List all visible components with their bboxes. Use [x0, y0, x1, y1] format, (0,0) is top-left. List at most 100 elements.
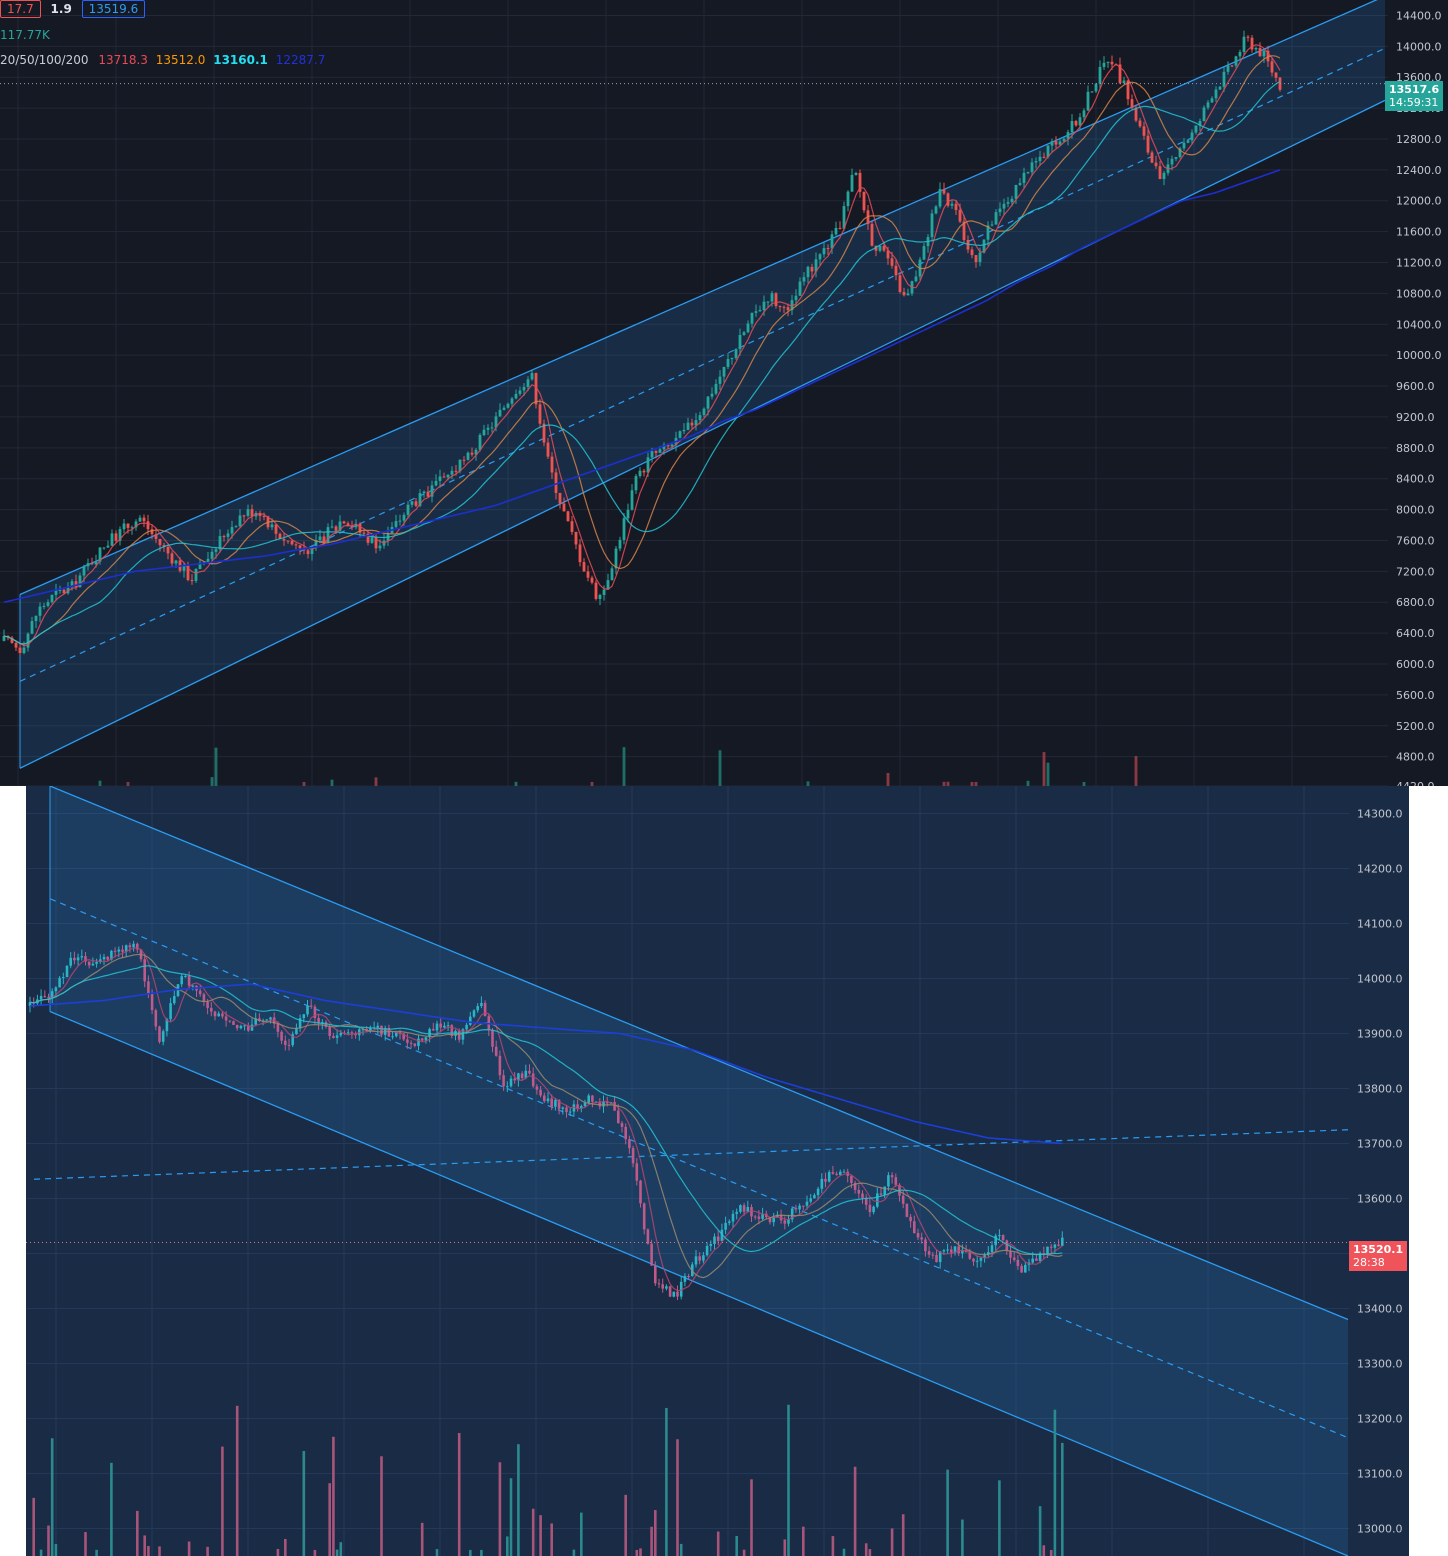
candle-body	[726, 359, 730, 367]
candle-body	[822, 248, 826, 255]
candle-body	[213, 1011, 217, 1017]
candle-body	[1226, 65, 1230, 72]
volume-bar	[1042, 752, 1046, 786]
y-tick-label: 14200.0	[1357, 863, 1403, 876]
candle-body	[132, 943, 135, 948]
candle-body	[562, 503, 566, 512]
candle-body	[510, 398, 514, 404]
candle-body	[198, 990, 202, 995]
bar-countdown: 14:59:31	[1389, 96, 1439, 109]
candle-body	[824, 1178, 827, 1182]
top-chart-canvas[interactable]: 14400.014000.013600.013200.012800.012400…	[0, 0, 1448, 786]
ma-legend-label: 20/50/100/200	[0, 53, 89, 67]
top-chart-panel[interactable]: 14400.014000.013600.013200.012800.012400…	[0, 0, 1448, 786]
volume-bar	[742, 1549, 746, 1556]
candle-body	[654, 451, 658, 453]
bottom-chart-panel[interactable]: 14300.0 14200.0 14100.0 14000.0 13900.0 13800…	[26, 786, 1409, 1556]
candle-body	[1242, 36, 1246, 52]
candle-body	[842, 1171, 846, 1173]
candle-body	[10, 637, 14, 643]
candle-body	[862, 191, 866, 211]
candle-body	[478, 435, 482, 450]
candle-body	[328, 1026, 331, 1036]
candle-body	[118, 529, 122, 541]
candle-body	[1012, 1257, 1016, 1260]
candle-body	[469, 1016, 472, 1025]
candle-body	[790, 300, 794, 311]
candle-body	[294, 544, 298, 546]
candle-body	[1194, 125, 1198, 133]
candle-body	[774, 293, 778, 307]
candle-body	[334, 526, 338, 531]
volume-bar	[47, 1525, 50, 1556]
candle-body	[90, 563, 94, 565]
candle-body	[1150, 152, 1154, 163]
candle-body	[979, 1257, 983, 1261]
candle-body	[314, 540, 318, 547]
candle-body	[309, 1005, 313, 1007]
candle-body	[435, 1023, 439, 1031]
candle-body	[758, 310, 762, 312]
candle-body	[442, 476, 446, 478]
candle-body	[1058, 141, 1062, 145]
candle-body	[1158, 166, 1162, 180]
volume-bar	[143, 1535, 146, 1556]
candle-body	[806, 266, 810, 278]
candle-body	[46, 602, 50, 606]
candle-body	[1130, 99, 1134, 108]
candle-body	[138, 517, 142, 522]
candle-body	[222, 536, 226, 538]
candle-body	[1210, 98, 1214, 103]
candle-body	[518, 390, 522, 394]
candle-body	[805, 1201, 809, 1206]
candle-body	[1014, 185, 1018, 199]
candle-body	[410, 501, 414, 505]
candle-body	[642, 470, 646, 473]
candle-body	[161, 1031, 165, 1042]
candle-body	[47, 996, 50, 999]
candle-body	[28, 1002, 32, 1006]
candle-body	[1098, 66, 1102, 84]
candle-body	[702, 408, 706, 416]
candle-body	[110, 533, 114, 546]
candle-body	[66, 586, 70, 594]
bottom-chart-canvas[interactable]: 14300.0 14200.0 14100.0 14000.0 13900.0 13800…	[26, 786, 1409, 1556]
volume-bar	[126, 781, 130, 786]
candle-body	[762, 301, 766, 311]
candle-body	[1026, 172, 1030, 174]
candle-body	[350, 1032, 354, 1034]
candle-body	[994, 1235, 997, 1246]
candle-body	[530, 373, 534, 380]
candle-body	[757, 1216, 761, 1219]
candle-body	[813, 1195, 816, 1199]
candle-body	[935, 1254, 938, 1263]
candle-body	[975, 1260, 979, 1262]
candle-body	[998, 1235, 1001, 1237]
candle-body	[942, 189, 946, 194]
candle-body	[147, 981, 150, 995]
candle-body	[666, 444, 670, 447]
candle-body	[54, 987, 58, 992]
candle-body	[413, 1043, 417, 1046]
candle-body	[1035, 1258, 1038, 1261]
y-tick-label: 14300.0	[1357, 808, 1403, 821]
candle-body	[154, 534, 158, 540]
candle-body	[239, 1025, 243, 1029]
candle-body	[602, 589, 606, 595]
candle-body	[1218, 86, 1222, 90]
volume-bar	[539, 1515, 542, 1556]
bottom-current-price-tag: 13520.1 28:38	[1349, 1241, 1408, 1271]
candle-body	[1110, 61, 1114, 65]
candle-body	[772, 1216, 775, 1223]
candle-body	[258, 1018, 261, 1021]
volume-bar	[635, 1549, 639, 1556]
candle-body	[876, 1193, 879, 1207]
volume-bar	[580, 1512, 583, 1556]
candle-body	[91, 963, 95, 966]
candle-body	[1146, 135, 1150, 153]
candle-body	[920, 1237, 923, 1240]
candle-body	[398, 1032, 402, 1034]
volume-bar	[718, 750, 722, 786]
candle-body	[43, 995, 47, 997]
candle-body	[354, 1033, 357, 1036]
